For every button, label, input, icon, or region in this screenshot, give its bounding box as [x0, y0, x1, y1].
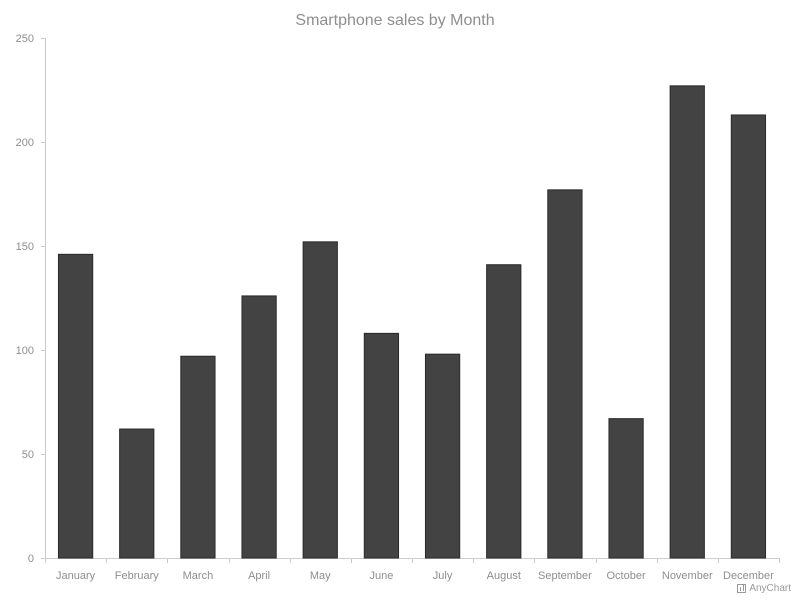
- bar-december[interactable]: [730, 114, 767, 559]
- y-tick-label: 50: [22, 449, 34, 461]
- x-tick-label: April: [248, 570, 270, 582]
- credits-link[interactable]: AnyChart: [737, 583, 791, 594]
- bar-september[interactable]: [547, 189, 583, 559]
- x-tick-label: June: [369, 570, 393, 582]
- y-tick-label: 0: [28, 553, 34, 565]
- x-tick-label: July: [433, 570, 453, 582]
- bar-february[interactable]: [119, 428, 155, 559]
- bar-june[interactable]: [363, 332, 400, 559]
- bar-series: [57, 85, 767, 559]
- bar-march[interactable]: [180, 355, 216, 559]
- bar-november[interactable]: [669, 85, 705, 559]
- x-tick-label: November: [662, 570, 713, 582]
- bar-october[interactable]: [608, 418, 644, 559]
- x-axis: January February March April May June July Augu…: [45, 558, 780, 582]
- y-tick-label: 200: [16, 137, 34, 149]
- credits-label: AnyChart: [749, 583, 791, 594]
- y-axis: 0 50 100 150 200 250: [16, 33, 46, 565]
- y-tick-label: 100: [16, 345, 34, 357]
- x-tick-label: May: [310, 570, 331, 582]
- x-tick-label: December: [723, 570, 774, 582]
- x-tick-label: January: [56, 570, 96, 582]
- y-tick-label: 250: [16, 33, 34, 45]
- x-tick-label: September: [538, 570, 592, 582]
- x-tick-label: August: [487, 570, 521, 582]
- x-tick-label: February: [115, 570, 160, 582]
- bar-april[interactable]: [241, 295, 277, 559]
- bar-august[interactable]: [486, 264, 522, 559]
- y-tick-label: 150: [16, 241, 34, 253]
- bar-may[interactable]: [302, 241, 338, 559]
- chart-icon: [737, 584, 747, 593]
- bar-january[interactable]: [57, 253, 94, 559]
- x-tick-label: March: [183, 570, 214, 582]
- x-tick-label: October: [607, 570, 646, 582]
- chart-title: Smartphone sales by Month: [295, 12, 494, 29]
- bar-july[interactable]: [424, 353, 461, 559]
